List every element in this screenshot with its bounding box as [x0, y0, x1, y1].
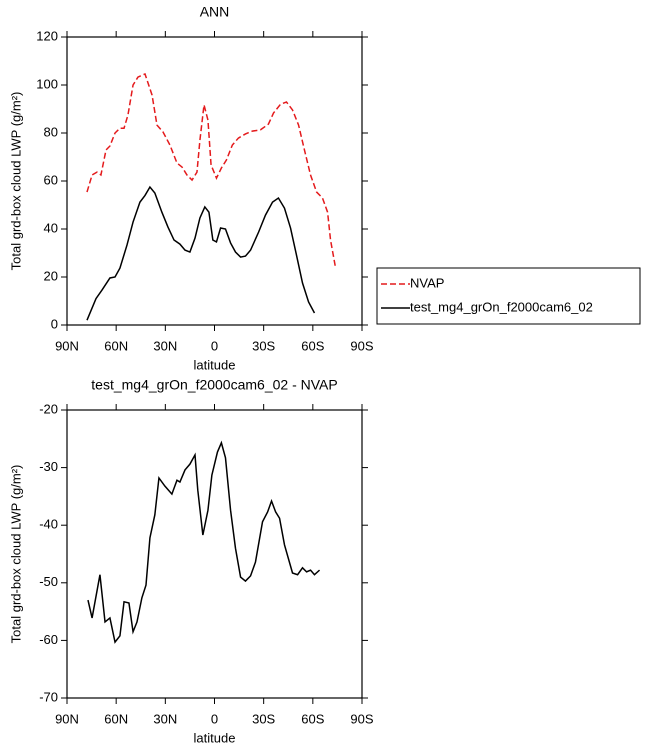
x-tick-label: 90S — [350, 338, 373, 353]
y-tick-label: -70 — [39, 689, 58, 704]
y-tick-label: 40 — [44, 220, 58, 235]
x-tick-label: 0 — [211, 338, 218, 353]
data-line — [87, 440, 321, 644]
x-tick-label: 60N — [104, 338, 128, 353]
chart-title: ANN — [200, 4, 230, 20]
x-axis-label: latitude — [194, 357, 236, 372]
x-tick-label: 30N — [153, 338, 177, 353]
legend-label: test_mg4_grOn_f2000cam6_02 — [410, 299, 593, 314]
x-tick-label: 90N — [55, 338, 79, 353]
x-tick-label: 0 — [211, 711, 218, 726]
x-tick-label: 30N — [153, 711, 177, 726]
y-tick-label: 80 — [44, 124, 58, 139]
x-tick-label: 90S — [350, 711, 373, 726]
data-line — [86, 72, 337, 269]
chart-title: test_mg4_grOn_f2000cam6_02 - NVAP — [91, 377, 337, 393]
y-tick-label: 100 — [36, 76, 58, 91]
x-axis-label: latitude — [194, 730, 236, 745]
x-tick-label: 60S — [301, 338, 324, 353]
x-tick-label: 60N — [104, 711, 128, 726]
y-axis-label: Total grd-box cloud LWP (g/m²) — [8, 92, 23, 271]
x-tick-label: 90N — [55, 711, 79, 726]
x-tick-label: 30S — [252, 338, 275, 353]
x-tick-label: 60S — [301, 711, 324, 726]
y-tick-label: -50 — [39, 574, 58, 589]
legend-box — [376, 267, 641, 325]
y-tick-label: 120 — [36, 28, 58, 43]
y-tick-label: 0 — [51, 316, 58, 331]
y-tick-label: -40 — [39, 517, 58, 532]
plot-frame — [66, 36, 363, 326]
y-tick-label: -20 — [39, 401, 58, 416]
y-axis-label: Total grd-box cloud LWP (g/m²) — [8, 465, 23, 644]
y-tick-label: 60 — [44, 172, 58, 187]
y-tick-label: -30 — [39, 459, 58, 474]
y-tick-label: 20 — [44, 268, 58, 283]
legend-label: NVAP — [410, 275, 444, 290]
plot-frame — [66, 409, 363, 699]
y-tick-label: -60 — [39, 632, 58, 647]
x-tick-label: 30S — [252, 711, 275, 726]
data-line — [86, 185, 316, 321]
